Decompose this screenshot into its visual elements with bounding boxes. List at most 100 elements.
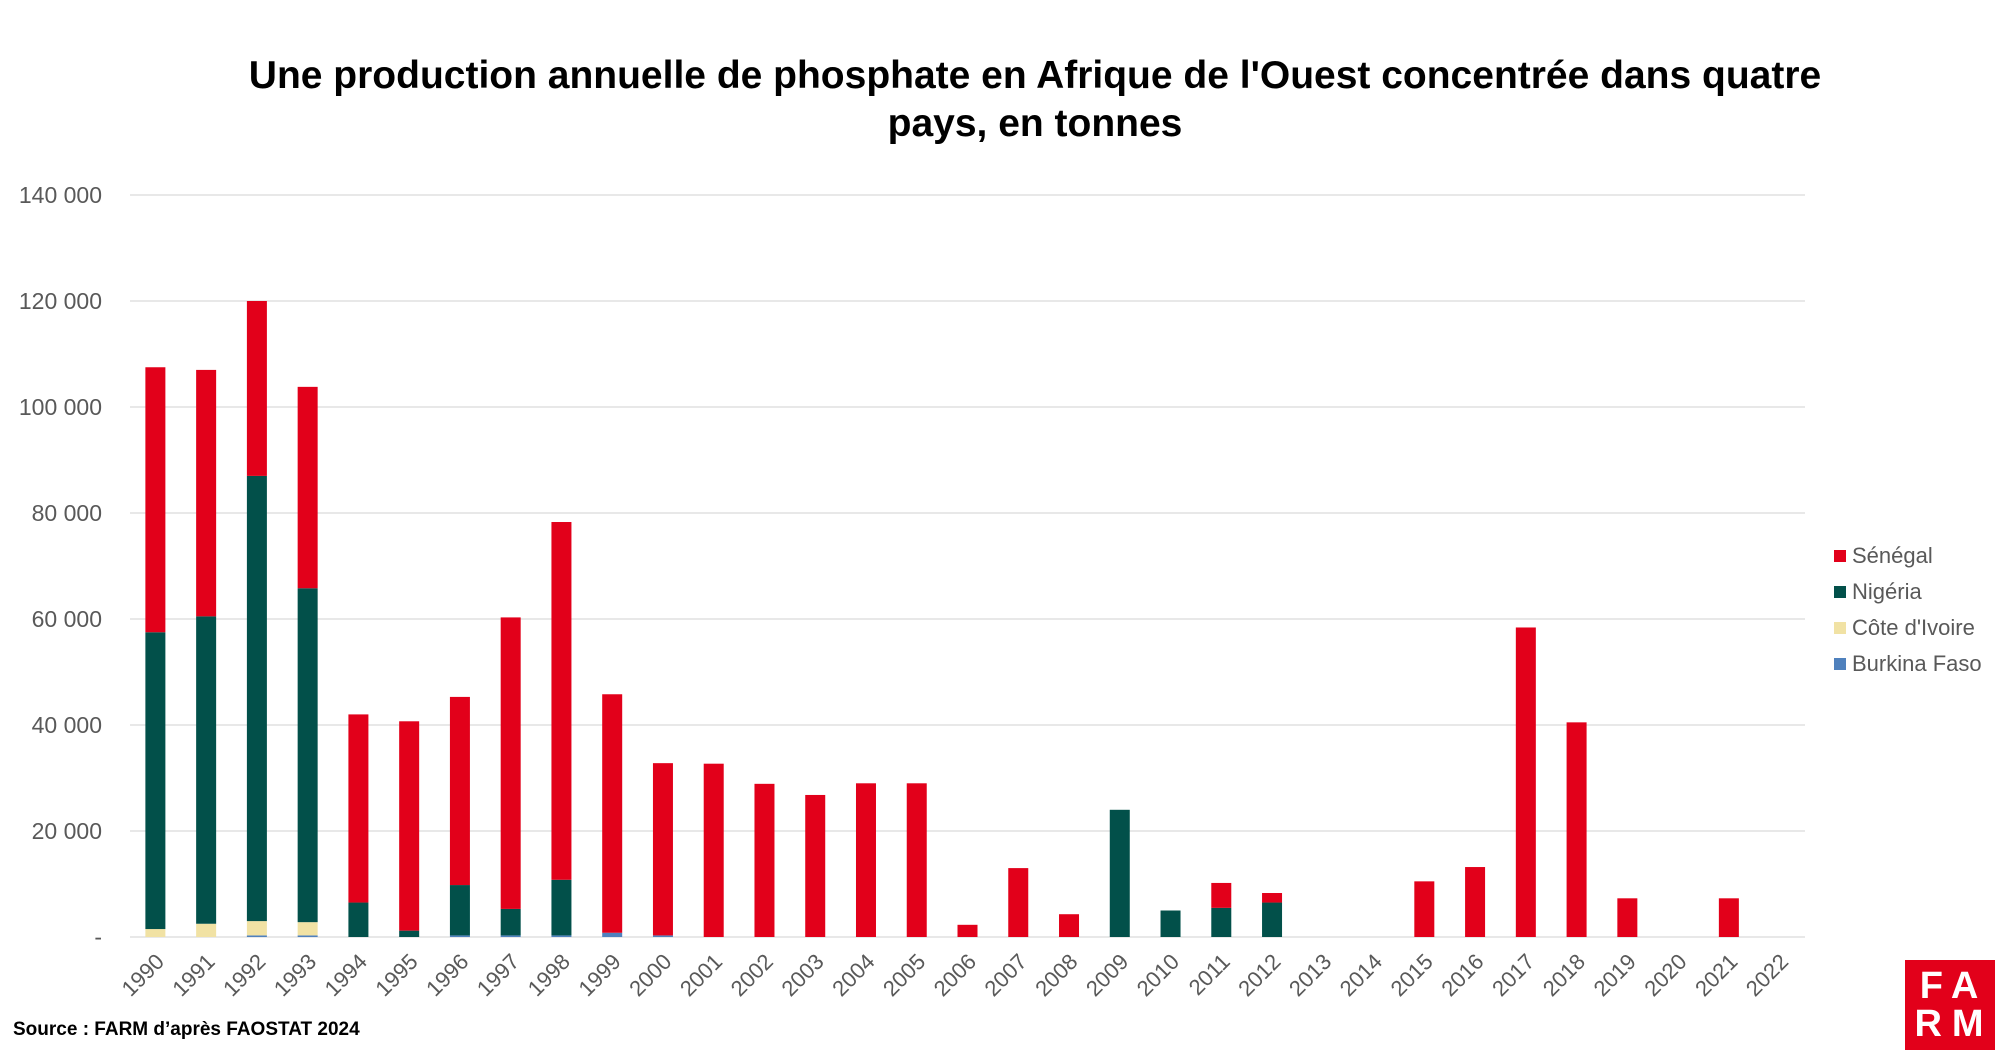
x-tick-label: 1996 — [421, 949, 473, 1001]
bar-segment-burkina-faso-1998 — [551, 935, 572, 937]
bar-segment-s-n-gal-2000 — [652, 763, 673, 936]
bar-segments — [145, 301, 1739, 937]
x-tick-label: 2010 — [1132, 949, 1184, 1001]
bar-segment-s-n-gal-2021 — [1718, 898, 1739, 937]
y-tick-label: - — [94, 924, 102, 950]
x-tick-label: 2000 — [624, 949, 676, 1001]
x-tick-label: 1995 — [370, 949, 422, 1001]
bar-segment-nig-ria-1990 — [145, 632, 166, 930]
bar-segment-s-n-gal-2017 — [1515, 627, 1536, 937]
bar-segment-nig-ria-2012 — [1262, 902, 1283, 937]
bar-segment-s-n-gal-2006 — [957, 924, 978, 937]
y-tick-label: 140 000 — [19, 182, 102, 208]
x-tick-label: 1994 — [320, 949, 372, 1001]
x-tick-label: 1990 — [117, 949, 169, 1001]
y-axis-tick-labels: - 20 000 40 000 60 000 80 000 100 000 120 000 1… — [19, 182, 102, 950]
bar-segment-s-n-gal-2005 — [906, 783, 927, 937]
x-tick-label: 2018 — [1538, 949, 1590, 1001]
y-tick-label: 120 000 — [19, 288, 102, 314]
bar-segment-nig-ria-2010 — [1160, 910, 1181, 937]
bar-segment-nig-ria-1997 — [500, 908, 521, 936]
legend-swatch — [1834, 586, 1846, 598]
bar-segment-nig-ria-1994 — [348, 902, 369, 937]
bar-segment-nig-ria-1996 — [449, 885, 470, 936]
x-axis-tick-labels: 1990199119921993199419951996199719981999… — [117, 949, 1794, 1001]
legend-swatch — [1834, 658, 1846, 670]
bar-segment-nig-ria-1995 — [399, 930, 420, 937]
bar-segment-nig-ria-1992 — [246, 475, 267, 922]
x-tick-label: 2007 — [980, 949, 1032, 1001]
bar-segment-nig-ria-1998 — [551, 879, 572, 936]
legend-item: Burkina Faso — [1834, 646, 1982, 682]
x-tick-label: 2015 — [1386, 949, 1438, 1001]
bar-segment-s-n-gal-2011 — [1211, 882, 1232, 908]
bar-segment-c-te-d-ivoire-1990 — [145, 929, 166, 937]
bar-segment-burkina-faso-1997 — [500, 935, 521, 937]
logo-line-1: FA — [1919, 965, 1989, 1007]
bar-segment-s-n-gal-1995 — [399, 721, 420, 931]
bar-segment-s-n-gal-1999 — [602, 694, 623, 933]
gridlines — [130, 194, 1805, 938]
bar-segment-s-n-gal-2002 — [754, 783, 775, 937]
bar-segment-c-te-d-ivoire-1993 — [297, 922, 318, 936]
x-tick-label: 2017 — [1487, 949, 1539, 1001]
bar-segment-s-n-gal-2008 — [1059, 914, 1080, 937]
x-tick-label: 1993 — [269, 949, 321, 1001]
legend-item: Sénégal — [1834, 538, 1982, 574]
bar-segment-s-n-gal-1992 — [246, 301, 267, 476]
bar-segment-nig-ria-1993 — [297, 588, 318, 923]
legend-item: Nigéria — [1834, 574, 1982, 610]
legend-label: Nigéria — [1852, 579, 1922, 604]
bar-segment-s-n-gal-2007 — [1008, 868, 1029, 937]
bar-segment-s-n-gal-1991 — [196, 369, 217, 617]
x-tick-label: 2002 — [726, 949, 778, 1001]
bar-segment-s-n-gal-1998 — [551, 522, 572, 880]
x-tick-label: 2020 — [1639, 949, 1691, 1001]
source-note: Source : FARM d’après FAOSTAT 2024 — [13, 1019, 360, 1040]
bar-segment-s-n-gal-1996 — [449, 696, 470, 886]
bar-segment-nig-ria-1991 — [196, 616, 217, 924]
x-tick-label: 1991 — [167, 949, 219, 1001]
bar-segment-s-n-gal-1997 — [500, 617, 521, 909]
bar-segment-nig-ria-2009 — [1109, 809, 1130, 937]
bar-segment-s-n-gal-2015 — [1414, 881, 1435, 937]
bar-segment-s-n-gal-2016 — [1465, 867, 1486, 937]
x-tick-label: 2019 — [1589, 949, 1641, 1001]
x-tick-label: 2001 — [675, 949, 727, 1001]
x-tick-label: 2009 — [1081, 949, 1133, 1001]
bar-segment-s-n-gal-1994 — [348, 714, 369, 903]
legend-label: Côte d'Ivoire — [1852, 615, 1975, 640]
x-tick-label: 2012 — [1233, 949, 1285, 1001]
x-tick-label: 1997 — [472, 949, 524, 1001]
x-tick-label: 2013 — [1284, 949, 1336, 1001]
x-tick-label: 2006 — [929, 949, 981, 1001]
bar-segment-burkina-faso-1996 — [449, 935, 470, 937]
legend-label: Burkina Faso — [1852, 651, 1982, 676]
y-tick-label: 60 000 — [32, 606, 102, 632]
y-tick-label: 100 000 — [19, 394, 102, 420]
bar-segment-burkina-faso-1993 — [297, 935, 318, 937]
x-tick-label: 2003 — [776, 949, 828, 1001]
x-tick-label: 2004 — [827, 949, 879, 1001]
logo-line-2: RM — [1914, 1003, 1994, 1045]
bar-segment-s-n-gal-2004 — [855, 783, 876, 937]
bar-segment-s-n-gal-2001 — [703, 763, 724, 937]
bar-segment-s-n-gal-2018 — [1566, 722, 1587, 937]
bar-segment-c-te-d-ivoire-1991 — [196, 923, 217, 937]
x-tick-label: 2008 — [1030, 949, 1082, 1001]
legend: Sénégal Nigéria Côte d'Ivoire Burkina Faso — [1834, 538, 1982, 682]
x-tick-label: 2022 — [1741, 949, 1793, 1001]
bar-segment-s-n-gal-2019 — [1617, 898, 1638, 937]
x-tick-label: 1992 — [218, 949, 270, 1001]
bar-segment-s-n-gal-1990 — [145, 367, 166, 633]
legend-item: Côte d'Ivoire — [1834, 610, 1982, 646]
legend-label: Sénégal — [1852, 543, 1933, 568]
bar-segment-burkina-faso-2000 — [652, 935, 673, 937]
x-tick-label: 1998 — [523, 949, 575, 1001]
legend-swatch — [1834, 622, 1846, 634]
y-tick-label: 40 000 — [32, 712, 102, 738]
bar-segment-s-n-gal-1993 — [297, 386, 318, 589]
bar-segment-burkina-faso-1999 — [602, 932, 623, 937]
x-tick-label: 2011 — [1184, 949, 1235, 1000]
